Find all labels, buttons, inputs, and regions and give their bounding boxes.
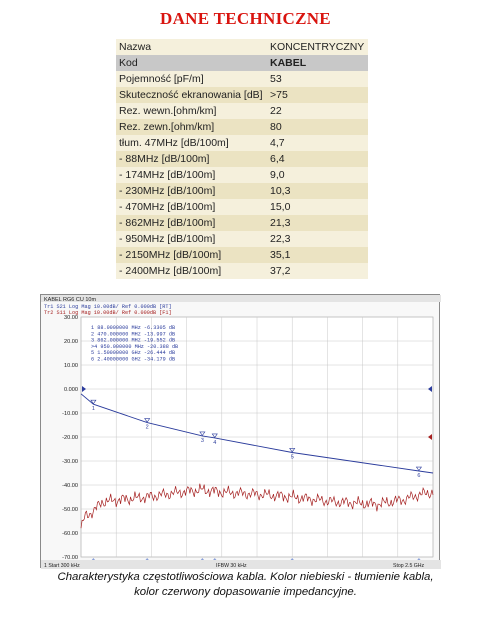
y-tick-label: 20.00 (64, 339, 78, 345)
spec-row: - 88MHz [dB/100m] 6,4 (116, 151, 368, 167)
ref-arrow-left (82, 386, 86, 392)
page-title: DANE TECHNICZNE (160, 9, 331, 28)
spec-row: - 2150MHz [dB/100m] 35,1 (116, 247, 368, 263)
spec-row: Rez. zewn.[ohm/km] 80 (116, 119, 368, 135)
marker-readout: 2 470.000000 MHz -13.997 dB (91, 331, 175, 337)
spec-row: - 470MHz [dB/100m] 15,0 (116, 199, 368, 215)
marker-triangle (144, 418, 151, 423)
spec-value: KONCENTRYCZNY (267, 39, 368, 55)
spec-label: - 2400MHz [dB/100m] (116, 263, 267, 279)
spec-table: Nazwa KONCENTRYCZNY Kod KABEL Pojemność [pF/… (116, 39, 368, 279)
spec-value: 21,3 (267, 215, 368, 231)
marker-id: 1 (92, 406, 95, 412)
spec-row: Skuteczność ekranowania [dB] >75 (116, 87, 368, 103)
marker-id: 2 (146, 425, 149, 431)
footer-stop: Stop 2.5 GHz (393, 563, 425, 569)
spec-row: - 230MHz [dB/100m] 10,3 (116, 183, 368, 199)
spec-row: - 950MHz [dB/100m] 22,3 (116, 231, 368, 247)
marker-triangle (415, 466, 423, 472)
y-tick-label: -10.00 (62, 411, 78, 417)
spec-label: - 470MHz [dB/100m] (116, 199, 267, 215)
chart-title-bar (41, 295, 441, 302)
spec-value: 35,1 (267, 247, 368, 263)
trace-s11-line (80, 483, 434, 529)
spec-label: - 2150MHz [dB/100m] (116, 247, 267, 263)
y-tick-label: 0.000 (64, 387, 78, 393)
spec-value: 37,2 (267, 263, 368, 279)
y-tick-label: 30.00 (64, 315, 78, 321)
y-tick-label: -30.00 (62, 459, 78, 465)
spec-value: 53 (267, 71, 368, 87)
chart-footer-bar (41, 560, 441, 569)
spec-label: Nazwa (116, 39, 267, 55)
caption-line-1: Charakterystyka częstotliwościowa kabla.… (57, 571, 434, 583)
marker-triangle (289, 448, 296, 453)
y-tick-label: -70.00 (62, 555, 78, 561)
network-analyzer-chart: KABEL RG6 CU 10m Tr1 S21 Log Mag 10.00dB… (40, 294, 441, 569)
marker-readout: 6 2.40000000 GHz -34.179 dB (91, 357, 175, 363)
ref-arrow-right (428, 386, 432, 392)
spec-row: - 2400MHz [dB/100m] 37,2 (116, 263, 368, 279)
trace2-label: Tr2 S11 Log Mag 10.00dB/ Ref 0.000dB [F1… (44, 310, 172, 316)
spec-label: Kod (116, 55, 267, 71)
spec-row: - 862MHz [dB/100m] 21,3 (116, 215, 368, 231)
spec-label: Rez. wewn.[ohm/km] (116, 103, 267, 119)
chart-window-title: KABEL RG6 CU 10m (44, 297, 96, 303)
spec-value: 10,3 (267, 183, 368, 199)
spec-value: >75 (267, 87, 368, 103)
marker-id: 6 (417, 473, 420, 479)
spec-value: 6,4 (267, 151, 368, 167)
marker-id: 4 (213, 440, 216, 446)
figure-caption: Charakterystyka częstotliwościowa kabla.… (0, 570, 491, 600)
spec-label: Pojemność [pF/m] (116, 71, 267, 87)
spec-value: 22 (267, 103, 368, 119)
marker-readout: >4 950.000000 MHz -20.388 dB (91, 344, 178, 350)
spec-value: 80 (267, 119, 368, 135)
marker-id: 5 (291, 454, 294, 460)
marker-readout: 1 88.0000000 MHz -6.3305 dB (91, 325, 175, 331)
spec-label: Skuteczność ekranowania [dB] (116, 87, 267, 103)
spec-row: Rez. wewn.[ohm/km] 22 (116, 103, 368, 119)
spec-label: - 862MHz [dB/100m] (116, 215, 267, 231)
trace1-label: Tr1 S21 Log Mag 10.00dB/ Ref 0.000dB [RT… (44, 304, 172, 310)
y-tick-label: -50.00 (62, 507, 78, 513)
spec-label: - 950MHz [dB/100m] (116, 231, 267, 247)
marker-triangle (90, 399, 97, 405)
spec-value: 9,0 (267, 167, 368, 183)
y-tick-label: -40.00 (62, 483, 78, 489)
spec-label: - 88MHz [dB/100m] (116, 151, 267, 167)
marker-readout: 3 862.000000 MHz -19.552 dB (91, 338, 175, 344)
spec-label: - 230MHz [dB/100m] (116, 183, 267, 199)
spec-value: KABEL (267, 55, 368, 71)
ref-arrow-s11 (428, 434, 432, 440)
spec-value: 15,0 (267, 199, 368, 215)
marker-triangle (211, 433, 218, 438)
spec-value: 4,7 (267, 135, 368, 151)
chart-svg: KABEL RG6 CU 10m Tr1 S21 Log Mag 10.00dB… (41, 295, 441, 569)
footer-ifbw: IFBW 30 kHz (216, 563, 247, 569)
spec-row: Pojemność [pF/m] 53 (116, 71, 368, 87)
y-tick-label: -60.00 (62, 531, 78, 537)
footer-start: 1 Start 300 kHz (44, 563, 80, 569)
marker-triangle (199, 431, 206, 436)
spec-label: tłum. 47MHz [dB/100m] (116, 135, 267, 151)
marker-id: 3 (201, 438, 204, 444)
trace-s21-line (80, 393, 434, 474)
spec-row: Nazwa KONCENTRYCZNY (116, 39, 368, 55)
spec-label: Rez. zewn.[ohm/km] (116, 119, 267, 135)
spec-value: 22,3 (267, 231, 368, 247)
spec-row: - 174MHz [dB/100m] 9,0 (116, 167, 368, 183)
y-tick-label: -20.00 (62, 435, 78, 441)
marker-readout: 5 1.50000000 GHz -26.444 dB (91, 350, 175, 356)
caption-line-2: kolor czerwony dopasowanie impedancyjne. (134, 586, 357, 598)
spec-row: Kod KABEL (116, 55, 368, 71)
spec-row: tłum. 47MHz [dB/100m] 4,7 (116, 135, 368, 151)
spec-label: - 174MHz [dB/100m] (116, 167, 267, 183)
y-tick-label: 10.00 (64, 363, 78, 369)
